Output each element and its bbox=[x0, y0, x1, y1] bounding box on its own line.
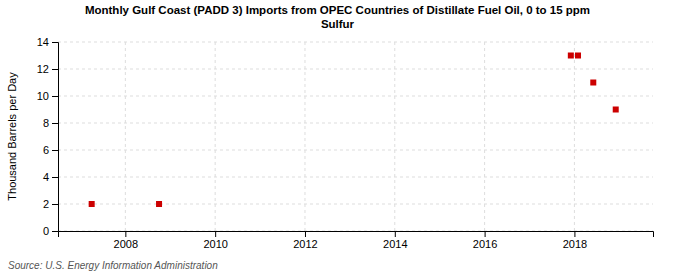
tick: 2008 bbox=[114, 231, 138, 250]
grid-line bbox=[394, 42, 395, 231]
grid-line bbox=[215, 42, 216, 231]
y-axis-label: Thousand Barrels per Day bbox=[6, 72, 18, 201]
grid bbox=[58, 42, 653, 231]
tick: 8 bbox=[43, 117, 58, 129]
grid-line bbox=[58, 150, 653, 151]
tick-label: 4 bbox=[43, 171, 49, 183]
tick: 6 bbox=[43, 144, 58, 156]
tick: 0 bbox=[43, 225, 58, 237]
grid-line bbox=[58, 69, 653, 70]
grid-line bbox=[58, 177, 653, 178]
tick-mark bbox=[52, 69, 58, 70]
tick-label: 10 bbox=[37, 90, 49, 102]
title-line: Sulfur bbox=[321, 18, 355, 30]
tick-label: 2010 bbox=[203, 238, 227, 250]
tick: 2010 bbox=[203, 231, 227, 250]
grid-line bbox=[574, 42, 575, 231]
tick: 10 bbox=[37, 90, 58, 102]
tick-label: 2014 bbox=[383, 238, 407, 250]
tick-label: 2 bbox=[43, 198, 49, 210]
grid-line bbox=[58, 96, 653, 97]
title-line: Monthly Gulf Coast (PADD 3) Imports from… bbox=[85, 4, 590, 16]
grid-line bbox=[58, 42, 653, 43]
tick-mark bbox=[125, 231, 126, 237]
tick-label: 2018 bbox=[563, 238, 587, 250]
tick: 14 bbox=[37, 36, 58, 48]
tick-label: 12 bbox=[37, 63, 49, 75]
tick-label: 14 bbox=[37, 36, 49, 48]
tick-mark bbox=[485, 231, 486, 237]
points bbox=[89, 53, 619, 208]
axis-line bbox=[52, 43, 59, 232]
point bbox=[590, 80, 596, 86]
tick: 2018 bbox=[563, 231, 587, 250]
point bbox=[156, 201, 162, 207]
point bbox=[613, 107, 619, 113]
tick-mark bbox=[52, 177, 58, 178]
tick-mark bbox=[215, 231, 216, 237]
tick-mark bbox=[52, 150, 58, 151]
tick-mark bbox=[52, 204, 58, 205]
title: Monthly Gulf Coast (PADD 3) Imports from… bbox=[85, 4, 590, 30]
point bbox=[575, 53, 581, 59]
tick-label: 6 bbox=[43, 144, 49, 156]
source: Source: U.S. Energy Information Administ… bbox=[8, 260, 218, 271]
tick-label: 2016 bbox=[473, 238, 497, 250]
tick: 4 bbox=[43, 171, 58, 183]
tick: 2016 bbox=[473, 231, 497, 250]
x-axis: 2008 2010 2012 2014 2016 2018 bbox=[59, 231, 654, 250]
tick-label: 2008 bbox=[114, 238, 138, 250]
tick-label: 2012 bbox=[293, 238, 317, 250]
tick-mark bbox=[52, 96, 58, 97]
tick-mark bbox=[52, 123, 58, 124]
grid-line bbox=[484, 42, 485, 231]
tick-label: 0 bbox=[43, 225, 49, 237]
grid-line bbox=[58, 204, 653, 205]
tick-mark bbox=[395, 231, 396, 237]
tick-mark bbox=[52, 42, 58, 43]
plot-area: 2008 2010 2012 2014 2016 2018 0 2 4 6 8 10 12 14 bbox=[37, 36, 654, 250]
tick: 2 bbox=[43, 198, 58, 210]
tick-label: 8 bbox=[43, 117, 49, 129]
tick: 2012 bbox=[293, 231, 317, 250]
grid-line bbox=[304, 42, 305, 231]
tick: 2014 bbox=[383, 231, 407, 250]
grid-line bbox=[125, 42, 126, 231]
y-axis: 0 2 4 6 8 10 12 14 bbox=[37, 36, 59, 237]
tick-mark bbox=[52, 231, 58, 232]
tick-mark bbox=[574, 231, 575, 237]
axis-line bbox=[59, 232, 654, 238]
point bbox=[568, 53, 574, 59]
chart: 2008 2010 2012 2014 2016 2018 0 2 4 6 8 10 12 14 Month… bbox=[0, 0, 675, 275]
grid-line bbox=[58, 123, 653, 124]
tick-mark bbox=[305, 231, 306, 237]
point bbox=[89, 201, 95, 207]
tick: 12 bbox=[37, 63, 58, 75]
